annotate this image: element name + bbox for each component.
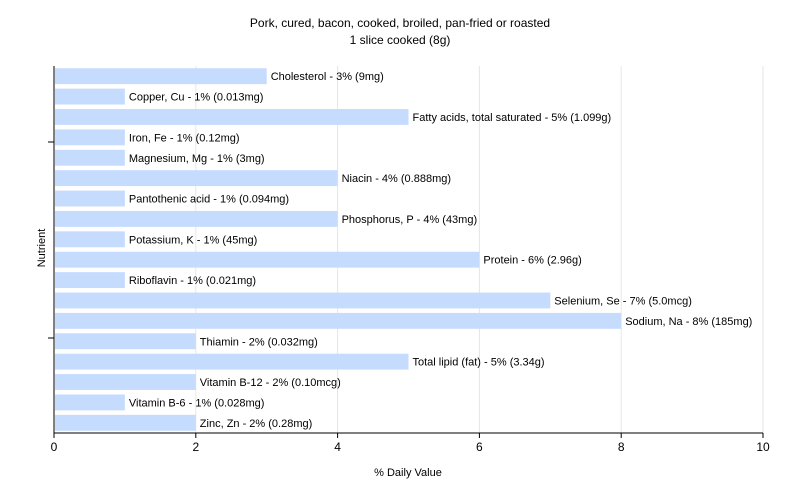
bar: [55, 109, 409, 125]
bar-label: Protein - 6% (2.96g): [483, 255, 581, 267]
x-tick-label: 4: [334, 440, 341, 454]
bar-label: Vitamin B-12 - 2% (0.10mcg): [200, 377, 341, 389]
bar-label: Iron, Fe - 1% (0.12mg): [129, 132, 240, 144]
bar: [55, 353, 409, 370]
bar: [55, 231, 125, 248]
bar-label: Potassium, K - 1% (45mg): [129, 234, 257, 246]
bar: [55, 129, 125, 146]
bar-label: Zinc, Zn - 2% (0.28mg): [200, 418, 312, 430]
bar: [55, 292, 551, 309]
chart-title: Pork, cured, bacon, cooked, broiled, pan…: [249, 16, 551, 30]
bar: [55, 374, 196, 390]
axes: 0 2 4 6 8 10: [48, 66, 770, 454]
bar: [55, 414, 196, 431]
bar: [55, 312, 622, 329]
x-tick-label: 6: [476, 440, 483, 454]
bar-label: Pantothenic acid - 1% (0.094mg): [129, 194, 289, 206]
bar-label: Copper, Cu - 1% (0.013mg): [129, 92, 264, 104]
bar: [55, 251, 480, 268]
bar: [55, 170, 338, 187]
bar: [55, 190, 125, 207]
bars: Cholesterol - 3% (9mg) Copper, Cu - 1% (0…: [55, 68, 752, 431]
bar: [55, 149, 125, 166]
bar: [55, 394, 125, 411]
bar: [55, 272, 125, 289]
grid-lines: [195, 66, 764, 433]
chart-subtitle: 1 slice cooked (8g): [349, 33, 451, 47]
bar-label: Niacin - 4% (0.888mg): [342, 173, 451, 185]
bar-label: Thiamin - 2% (0.032mg): [200, 336, 318, 348]
bar: [55, 68, 267, 85]
x-axis-label: % Daily Value: [374, 467, 442, 479]
bar-label: Fatty acids, total saturated - 5% (1.099…: [413, 112, 612, 124]
bar-label: Vitamin B-6 - 1% (0.028mg): [129, 397, 265, 409]
bar-label: Total lipid (fat) - 5% (3.34g): [413, 357, 545, 369]
bar: [55, 333, 196, 350]
y-axis-label: Nutrient: [36, 229, 48, 268]
bar-label: Sodium, Na - 8% (185mg): [625, 316, 752, 328]
bar-label: Magnesium, Mg - 1% (3mg): [129, 153, 265, 165]
x-tick-label: 8: [618, 440, 625, 454]
bar-label: Phosphorus, P - 4% (43mg): [342, 214, 478, 226]
bar: [55, 88, 125, 105]
x-tick-label: 0: [51, 440, 58, 454]
bar: [55, 210, 338, 227]
bar-label: Cholesterol - 3% (9mg): [271, 71, 384, 83]
x-tick-label: 2: [192, 440, 199, 454]
bar-label: Riboflavin - 1% (0.021mg): [129, 275, 256, 287]
bar-label: Selenium, Se - 7% (5.0mcg): [554, 295, 692, 307]
x-tick-label: 10: [756, 440, 770, 454]
